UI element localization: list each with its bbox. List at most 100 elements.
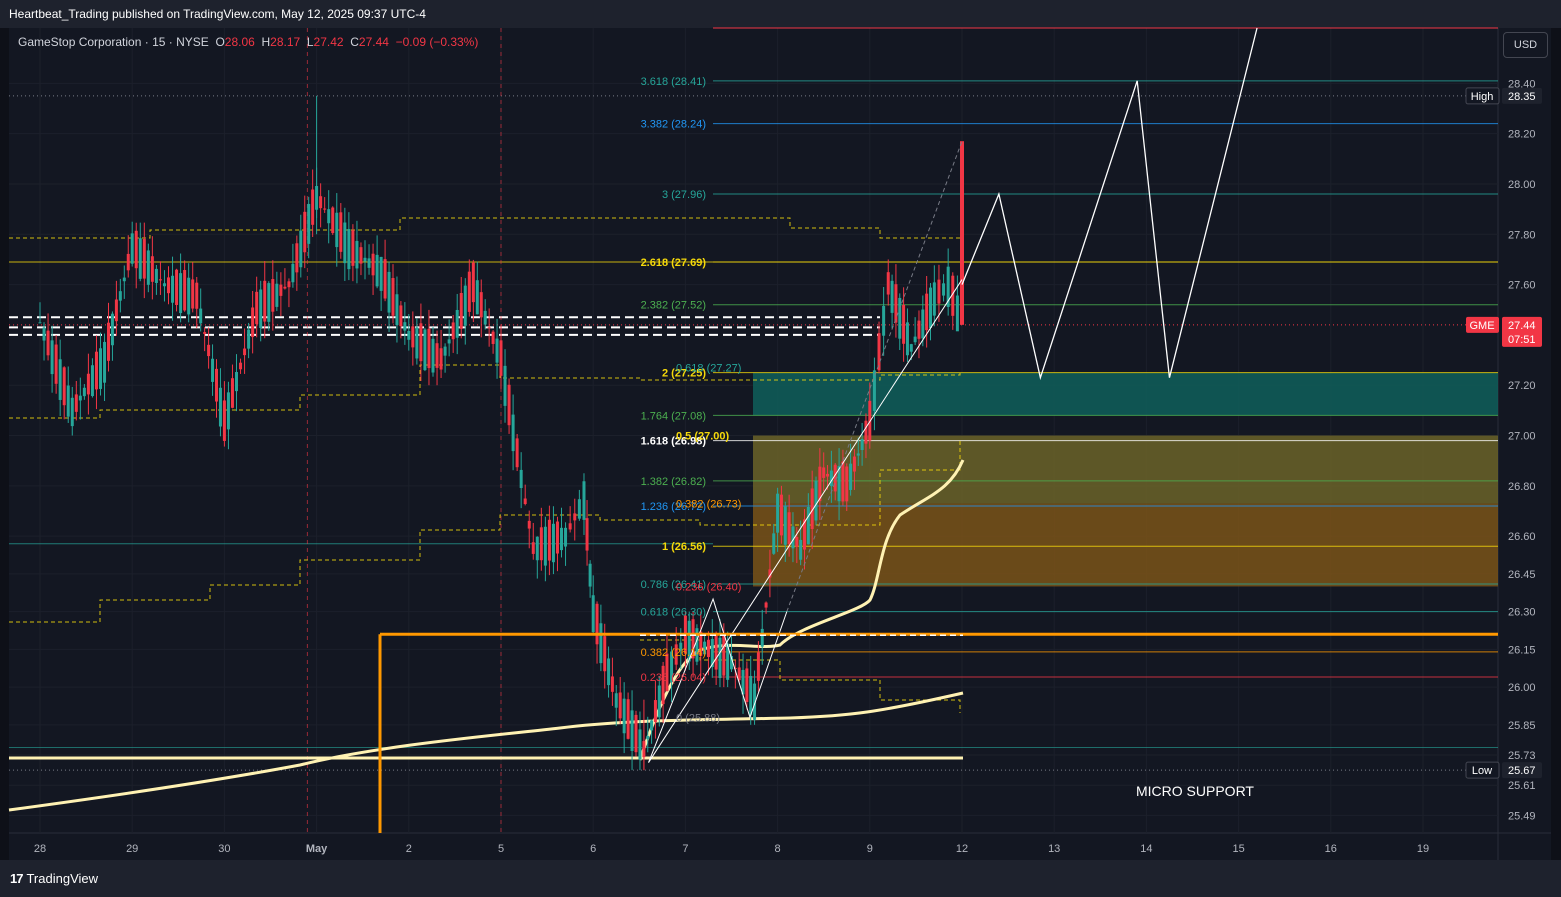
candle-body — [722, 635, 726, 676]
candle-body — [695, 628, 699, 662]
candle-body — [199, 308, 203, 324]
price-marker-label: Low — [1472, 765, 1492, 777]
candle-body — [279, 284, 283, 296]
candle-body — [886, 272, 890, 295]
candle-body — [783, 506, 787, 545]
fib-level-label: 3 (27.96) — [662, 189, 706, 201]
candle-body — [146, 250, 150, 285]
candle-body — [877, 333, 881, 371]
candle-body — [710, 638, 714, 668]
candle-body — [503, 365, 507, 406]
candle-body — [772, 533, 776, 554]
candle-body — [66, 385, 70, 417]
candle-body — [218, 387, 222, 427]
candle-body — [287, 281, 291, 288]
candle-body — [527, 520, 531, 529]
candle-body — [564, 527, 568, 547]
candle-body — [837, 466, 841, 502]
tv-logo-icon: 17 — [10, 871, 24, 886]
candle-body — [255, 291, 259, 325]
candle-body — [331, 207, 335, 234]
candle-body — [603, 636, 607, 672]
candle-body — [275, 283, 279, 307]
candle-body — [852, 456, 856, 472]
candle-body — [507, 384, 511, 426]
candle-body — [58, 359, 62, 400]
trend-line — [648, 279, 963, 763]
candle-body — [175, 269, 179, 305]
candle-body — [62, 367, 66, 406]
candle-body — [323, 208, 327, 210]
candle-body — [431, 338, 435, 373]
fib-retracement-label: 0.5 (27.00) — [676, 431, 730, 443]
price-tick-label: 26.00 — [1508, 682, 1536, 694]
price-tick-label: 25.49 — [1508, 810, 1536, 822]
high-value: 28.17 — [270, 35, 301, 49]
candle-body — [90, 365, 94, 397]
candle-body — [319, 196, 323, 209]
fib-level-label: 1 (26.56) — [662, 541, 706, 553]
micro-support-annotation: MICRO SUPPORT — [1136, 783, 1254, 799]
candle-body — [230, 378, 234, 408]
candle-body — [955, 295, 959, 332]
fib-zone — [753, 372, 1498, 416]
price-tick-label: 26.15 — [1508, 644, 1536, 656]
candle-body — [299, 230, 303, 268]
time-tick-label: 30 — [218, 843, 230, 855]
price-tick-label: 27.00 — [1508, 431, 1536, 443]
candle-body — [271, 279, 275, 312]
candle-body — [226, 392, 230, 430]
candle-body — [706, 639, 710, 657]
change-value: −0.09 (−0.33%) — [395, 35, 479, 49]
time-tick-label: 5 — [498, 843, 504, 855]
candle-body — [311, 189, 315, 225]
currency-button[interactable]: USD — [1503, 32, 1548, 58]
candle-body — [531, 542, 535, 554]
low-value: 27.42 — [313, 35, 344, 49]
candle-body — [38, 322, 42, 324]
candle-body — [894, 284, 898, 323]
candle-body — [134, 230, 138, 269]
price-tick-label: 28.20 — [1508, 129, 1536, 141]
fib-level-label: 1.618 (26.98) — [641, 436, 707, 448]
candle-body — [937, 279, 941, 304]
candle-body — [423, 329, 427, 371]
candle-body — [195, 282, 199, 309]
price-marker-label: High — [1471, 91, 1494, 103]
time-tick-label: May — [306, 843, 328, 855]
fib-retracement-label: 0.618 (27.27) — [676, 363, 741, 375]
candle-body — [355, 240, 359, 269]
candle-body — [921, 309, 925, 339]
candle-body — [167, 277, 171, 294]
symbol-name: GameStop Corporation · 15 · NYSE — [18, 35, 209, 49]
candle-body — [239, 362, 243, 370]
price-marker-value-box — [1502, 762, 1542, 779]
candle-body — [94, 351, 98, 390]
candle-body — [243, 348, 247, 356]
candle-body — [703, 641, 707, 655]
candle-body — [126, 253, 130, 271]
candle-body — [46, 330, 50, 356]
candle-body — [511, 414, 515, 452]
candle-body — [618, 692, 622, 719]
fib-retracement-label: 0 (25.88) — [676, 712, 720, 724]
candle-body — [187, 277, 191, 315]
fib-level-label: 0.382 (26.14) — [641, 647, 706, 659]
candle-body — [487, 327, 491, 329]
abc-pattern — [648, 597, 788, 763]
time-tick-label: 12 — [956, 843, 968, 855]
candle-body — [383, 259, 387, 299]
candle-body — [822, 467, 826, 478]
candle-body — [183, 269, 187, 311]
candle-body — [222, 400, 226, 441]
time-tick-label: 8 — [775, 843, 781, 855]
fib-level-label: 0.236 (26.04) — [641, 672, 706, 684]
fib-level-label: 0.786 (26.41) — [641, 579, 706, 591]
candle-body — [905, 322, 909, 356]
candle-body — [925, 293, 929, 331]
candle-body — [737, 667, 741, 681]
candle-body — [543, 526, 547, 566]
fib-level-label: 2 (27.25) — [662, 368, 706, 380]
candle-body — [475, 280, 479, 315]
